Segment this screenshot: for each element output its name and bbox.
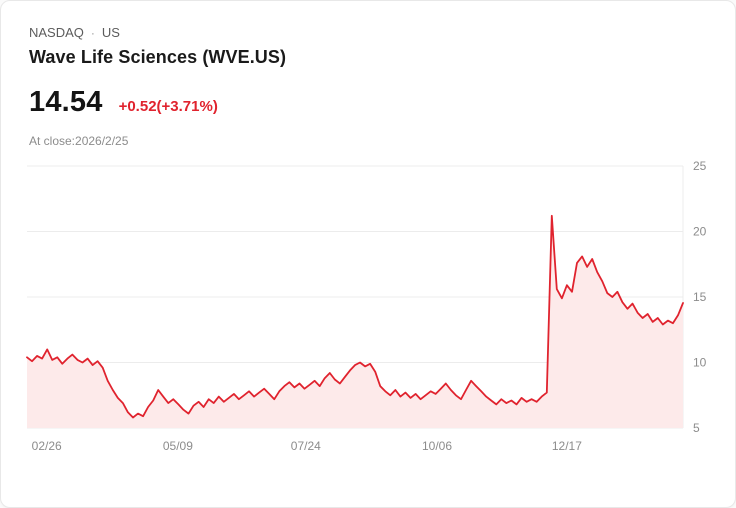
y-axis-label: 10 (693, 356, 707, 370)
exchange-label: NASDAQ (29, 25, 84, 40)
price-change: +0.52(+3.71%) (118, 98, 218, 115)
exchange-line: NASDAQ · US (29, 25, 707, 40)
quote-header: NASDAQ · US Wave Life Sciences (WVE.US) … (1, 1, 735, 148)
x-axis-label: 10/06 (422, 439, 452, 453)
price-line (26, 214, 684, 419)
chart-area[interactable]: 25 20 15 10 5 02/26 05/09 07/24 10/06 12/17 (1, 158, 735, 458)
close-info: At close:2026/2/25 (29, 134, 129, 148)
current-price: 14.54 (29, 86, 103, 118)
y-axis-label: 20 (693, 225, 707, 239)
region-label: US (101, 25, 120, 40)
price-chart-svg[interactable]: 25 20 15 10 5 02/26 05/09 07/24 10/06 12/17 (19, 158, 727, 458)
price-row: 14.54 +0.52(+3.71%) (29, 86, 707, 119)
y-axis-label: 5 (693, 421, 700, 435)
company-name: Wave Life Sciences (WVE.US) (29, 47, 287, 67)
x-axis-label: 02/26 (32, 439, 62, 453)
x-axis-label: 07/24 (291, 439, 321, 453)
y-axis-label: 15 (693, 290, 707, 304)
price-area (27, 215, 683, 428)
y-axis-label: 25 (693, 159, 707, 173)
x-axis-label: 05/09 (163, 439, 193, 453)
separator-dot: · (90, 25, 95, 40)
x-axis-label: 12/17 (552, 439, 582, 453)
